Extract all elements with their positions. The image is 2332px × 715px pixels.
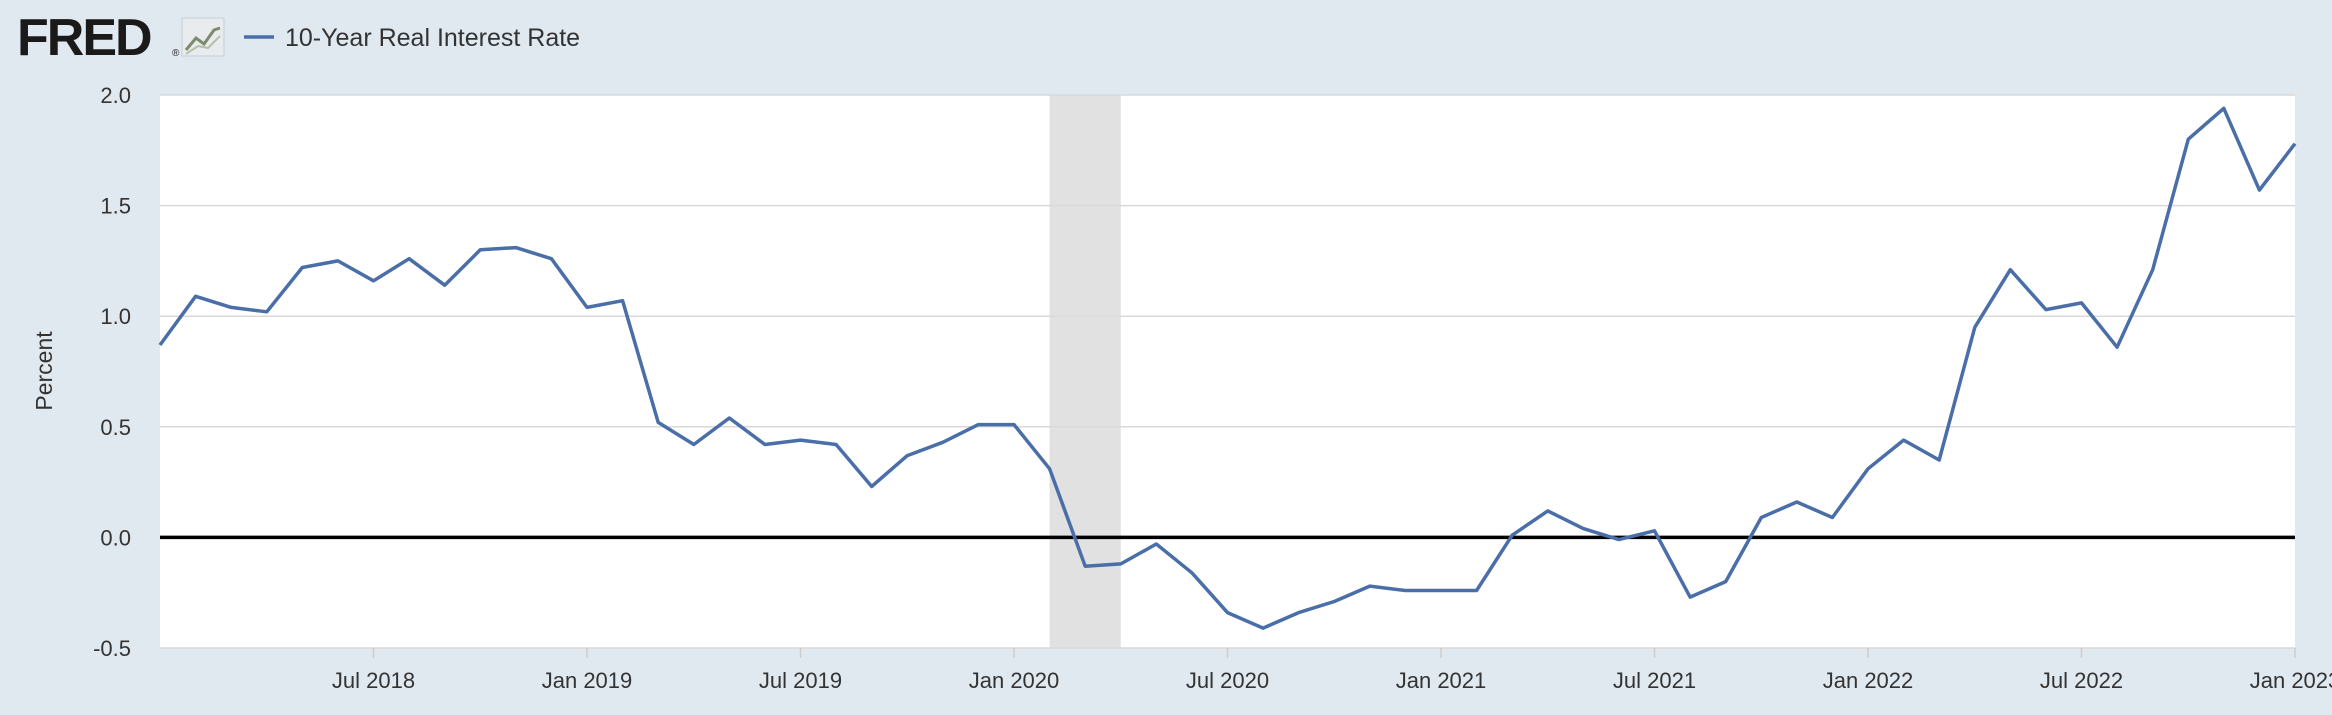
y-tick-label: 0.0 bbox=[100, 525, 131, 550]
fred-logo-registered-mark: ® bbox=[172, 48, 180, 59]
x-tick-label: Jan 2021 bbox=[1396, 668, 1487, 693]
x-tick-label: Jan 2022 bbox=[1823, 668, 1914, 693]
y-tick-label: 1.5 bbox=[100, 194, 131, 219]
x-tick-label: Jul 2019 bbox=[759, 668, 842, 693]
y-axis-label: Percent bbox=[31, 331, 57, 411]
x-tick-label: Jul 2018 bbox=[332, 668, 415, 693]
chart-icon bbox=[181, 17, 225, 57]
x-tick-label: Jul 2021 bbox=[1613, 668, 1696, 693]
x-axis-ticks: Jul 2018 Jan 2019 Jul 2019 Jan 2020 Jul 2020… bbox=[332, 648, 2332, 693]
legend-label[interactable]: 10-Year Real Interest Rate bbox=[285, 24, 580, 52]
y-tick-label: 2.0 bbox=[100, 83, 131, 108]
x-tick-label: Jul 2020 bbox=[1186, 668, 1269, 693]
fred-logo[interactable]: FRED bbox=[17, 9, 153, 67]
recession-band bbox=[1049, 95, 1121, 648]
x-tick-label: Jan 2019 bbox=[542, 668, 633, 693]
x-tick-label: Jan 2020 bbox=[969, 668, 1060, 693]
y-tick-label: 1.0 bbox=[100, 304, 131, 329]
y-tick-label: -0.5 bbox=[93, 636, 131, 661]
recession-bands bbox=[1049, 95, 1121, 648]
series-line-10yr-real-rate[interactable] bbox=[158, 106, 2297, 630]
header: FRED ® 10-Year Real Interest Rate bbox=[17, 9, 580, 67]
y-axis-ticks: 2.0 1.5 1.0 0.5 0.0 -0.5 bbox=[93, 83, 131, 661]
plot-area bbox=[160, 95, 2295, 648]
y-tick-label: 0.5 bbox=[100, 415, 131, 440]
x-tick-label: Jul 2022 bbox=[2040, 668, 2123, 693]
x-tick-label: Jan 2023 bbox=[2250, 668, 2332, 693]
